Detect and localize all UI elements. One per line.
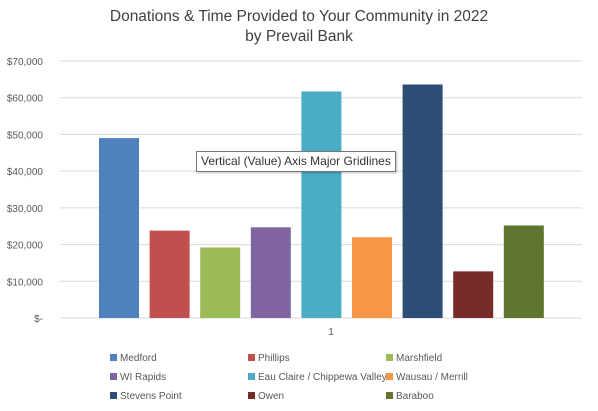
legend-swatch [110, 392, 117, 399]
legend-label: Stevens Point [120, 391, 182, 402]
legend-swatch [248, 354, 255, 361]
legend-swatch [386, 392, 393, 399]
legend-swatch [110, 354, 117, 361]
legend-label: Eau Claire / Chippewa Valley [258, 372, 387, 383]
y-tick-label: $10,000 [7, 277, 44, 288]
y-tick-label: $70,000 [7, 57, 44, 68]
bar-phillips [149, 230, 190, 318]
bar-marshfield [200, 247, 241, 318]
bar-medford [99, 138, 139, 318]
bar-wausau-merrill [352, 237, 392, 318]
x-tick-label: 1 [328, 327, 334, 338]
legend-label: WI Rapids [120, 372, 166, 383]
legend-swatch [248, 373, 255, 380]
legend-swatch [248, 392, 255, 399]
legend-swatch [386, 373, 393, 380]
legend-label: Wausau / Merrill [396, 372, 468, 383]
legend-label: Medford [120, 353, 157, 364]
y-tick-label: $60,000 [7, 94, 44, 105]
y-tick-label: $30,000 [7, 204, 44, 215]
gridlines-tooltip: Vertical (Value) Axis Major Gridlines [196, 151, 396, 172]
bar-stevens-point [402, 84, 443, 318]
chart-title-line-1: Donations & Time Provided to Your Commun… [109, 8, 489, 25]
y-tick-label: $- [34, 314, 43, 325]
bar-eau-claire-chippewa-valley [301, 91, 342, 318]
legend-label: Owen [258, 391, 284, 402]
legend-label: Marshfield [396, 353, 442, 364]
legend-label: Baraboo [396, 391, 434, 402]
legend-swatch [386, 354, 393, 361]
y-tick-label: $40,000 [7, 167, 44, 178]
legend-swatch [110, 373, 117, 380]
bar-baraboo [503, 225, 544, 318]
bar-owen [453, 271, 494, 318]
chart-title-line-2: by Prevail Bank [245, 28, 353, 45]
legend-label: Phillips [258, 353, 290, 364]
bar-wi-rapids [250, 227, 291, 318]
y-tick-label: $20,000 [7, 241, 44, 252]
y-tick-label: $50,000 [7, 130, 44, 141]
